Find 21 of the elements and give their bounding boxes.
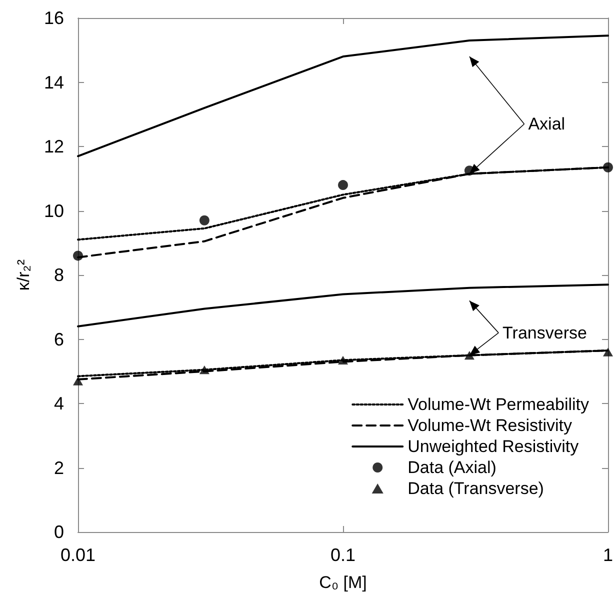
y-tick-label: 8 (54, 265, 64, 285)
legend-label: Unweighted Resistivity (408, 437, 580, 456)
y-tick-label: 4 (54, 394, 64, 414)
y-tick-label: 2 (54, 458, 64, 478)
x-tick-label: 0.1 (330, 545, 356, 565)
y-tick-label: 10 (44, 200, 64, 221)
y-tick-label: 0 (54, 522, 64, 542)
y-tick-label: 14 (44, 72, 64, 92)
legend-label: Volume-Wt Resistivity (408, 416, 572, 435)
x-axis-title: C₀ [M] (319, 573, 367, 592)
y-tick-label: 12 (44, 136, 64, 156)
y-axis-title: κ/r₂² (14, 259, 33, 291)
x-tick-label: 1 (602, 545, 613, 565)
y-tick-label: 6 (54, 329, 64, 350)
annotation: Transverse (502, 323, 587, 342)
x-tick-label: 0.01 (60, 545, 96, 565)
legend-label: Data (Transverse) (408, 479, 544, 498)
legend-label: Data (Axial) (408, 458, 496, 477)
y-tick-label: 16 (44, 8, 64, 28)
legend-label: Volume-Wt Permeability (408, 395, 590, 414)
annotation: Axial (528, 114, 566, 134)
